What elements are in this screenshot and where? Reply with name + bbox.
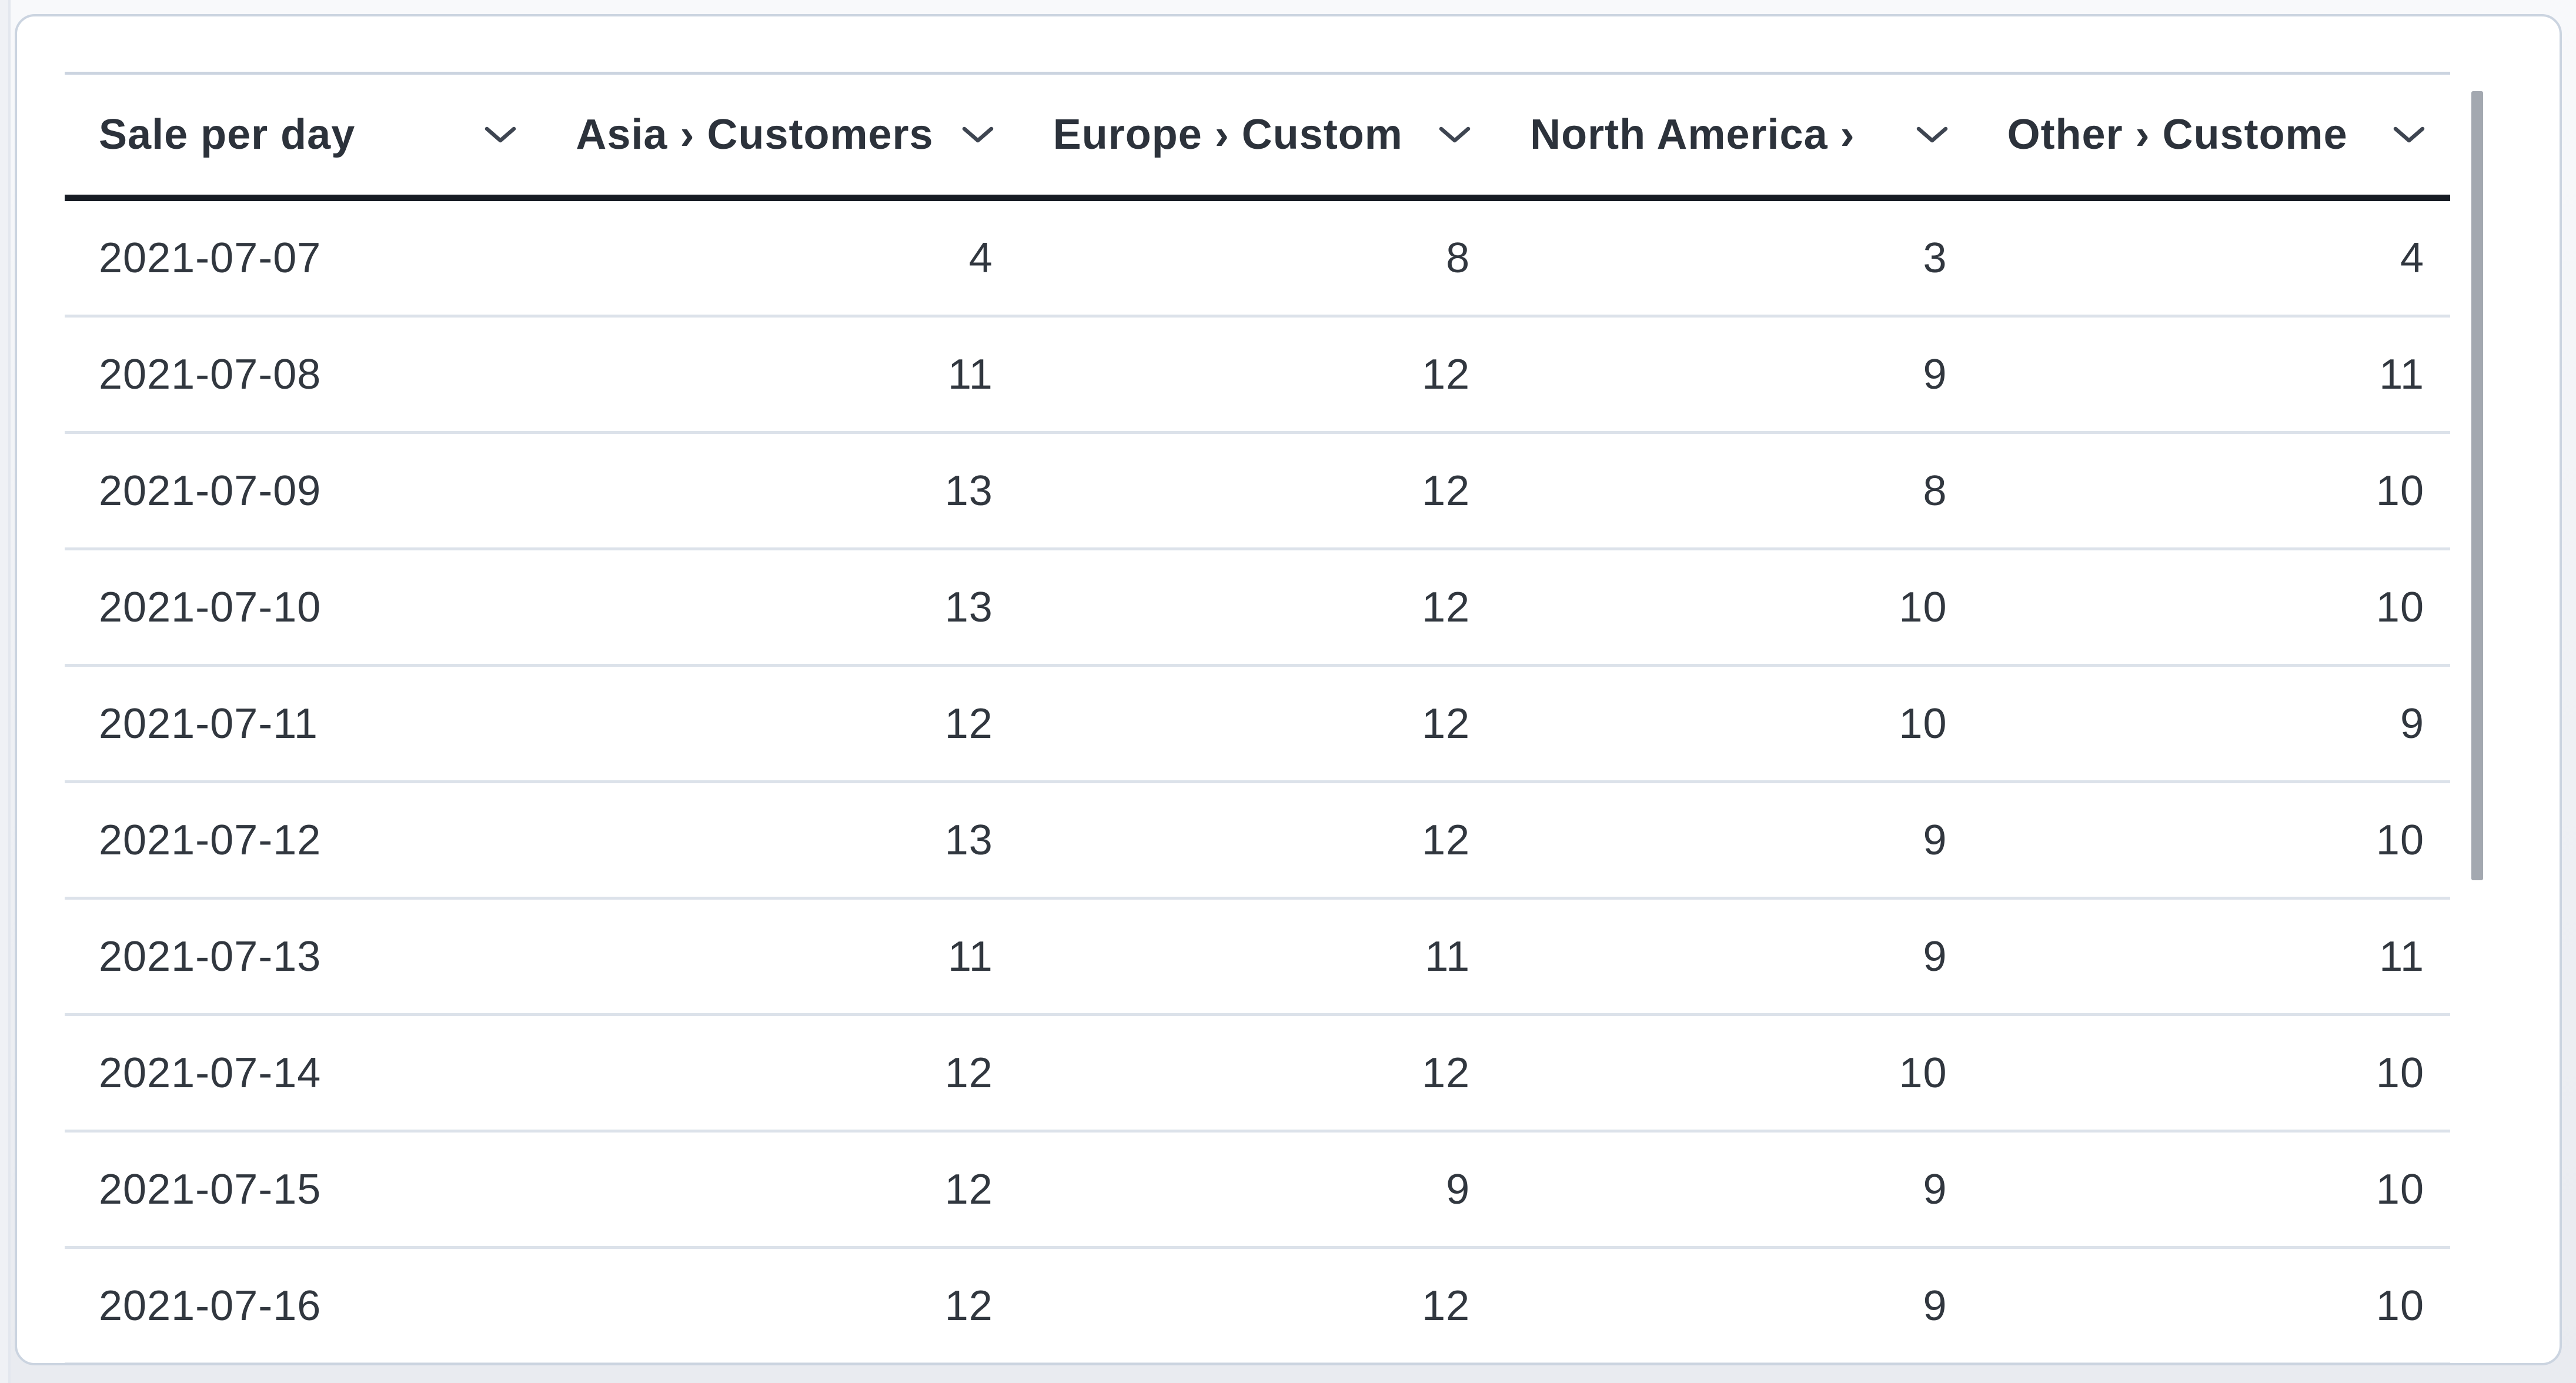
table-row: 2021-07-07 4 8 3 4 [65, 201, 2450, 318]
cell-value[interactable]: 10 [1973, 1249, 2450, 1363]
cell-value[interactable]: 12 [1018, 667, 1496, 783]
table-scroll-area[interactable]: Sale per day Asia › Customers [65, 72, 2450, 1363]
table-body: 2021-07-07 4 8 3 4 2021-07-08 11 12 9 11 2021-07-0… [65, 201, 2450, 1363]
cell-date[interactable]: 2021-07-16 [65, 1249, 542, 1363]
cell-value[interactable]: 12 [542, 1016, 1019, 1133]
cell-value[interactable]: 12 [542, 1249, 1019, 1363]
cell-date[interactable]: 2021-07-11 [65, 667, 542, 783]
vertical-scrollbar-thumb[interactable] [2471, 91, 2483, 880]
cell-value[interactable]: 10 [1973, 550, 2450, 667]
column-header-label: Asia › Customers [576, 111, 934, 158]
cell-value[interactable]: 3 [1496, 201, 1973, 318]
cell-value[interactable]: 12 [1018, 1249, 1496, 1363]
chevron-down-icon[interactable] [484, 125, 517, 145]
cell-value[interactable]: 11 [542, 900, 1019, 1016]
cell-value[interactable]: 9 [1496, 318, 1973, 434]
cell-value[interactable]: 13 [542, 550, 1019, 667]
cell-value[interactable]: 10 [1496, 1016, 1973, 1133]
cell-value[interactable]: 13 [542, 783, 1019, 900]
column-header-label: Europe › Custom [1053, 111, 1403, 158]
cell-date[interactable]: 2021-07-15 [65, 1133, 542, 1249]
cell-value[interactable]: 4 [542, 201, 1019, 318]
column-header-label: Other › Custome [2007, 111, 2348, 158]
cell-value[interactable]: 10 [1973, 434, 2450, 550]
table-card: Sale per day Asia › Customers [15, 14, 2562, 1365]
cell-value[interactable]: 11 [1973, 900, 2450, 1016]
table-row: 2021-07-08 11 12 9 11 [65, 318, 2450, 434]
cell-value[interactable]: 8 [1018, 201, 1496, 318]
cell-value[interactable]: 9 [1496, 783, 1973, 900]
cell-value[interactable]: 11 [1973, 318, 2450, 434]
table-row: 2021-07-10 13 12 10 10 [65, 550, 2450, 667]
cell-date[interactable]: 2021-07-07 [65, 201, 542, 318]
cell-date[interactable]: 2021-07-10 [65, 550, 542, 667]
cell-value[interactable]: 11 [542, 318, 1019, 434]
cell-value[interactable]: 11 [1018, 900, 1496, 1016]
cell-value[interactable]: 12 [1018, 434, 1496, 550]
cell-date[interactable]: 2021-07-12 [65, 783, 542, 900]
table-row: 2021-07-13 11 11 9 11 [65, 900, 2450, 1016]
cell-date[interactable]: 2021-07-13 [65, 900, 542, 1016]
column-header-sale-per-day[interactable]: Sale per day [65, 72, 542, 201]
adjacent-panel-edge [0, 0, 11, 1383]
table-row: 2021-07-14 12 12 10 10 [65, 1016, 2450, 1133]
cell-value[interactable]: 12 [1018, 783, 1496, 900]
column-header-other-customers[interactable]: Other › Custome [1973, 72, 2450, 201]
column-header-asia-customers[interactable]: Asia › Customers [542, 72, 1019, 201]
chevron-down-icon[interactable] [1916, 125, 1949, 145]
cell-value[interactable]: 12 [1018, 1016, 1496, 1133]
column-header-label: North America › [1530, 111, 1855, 158]
cell-date[interactable]: 2021-07-09 [65, 434, 542, 550]
cell-value[interactable]: 9 [1496, 1249, 1973, 1363]
column-header-north-america-customers[interactable]: North America › [1496, 72, 1973, 201]
chevron-down-icon[interactable] [1438, 125, 1471, 145]
cell-value[interactable]: 12 [542, 1133, 1019, 1249]
data-table: Sale per day Asia › Customers [65, 72, 2450, 1363]
cell-value[interactable]: 13 [542, 434, 1019, 550]
cell-value[interactable]: 9 [1496, 1133, 1973, 1249]
chevron-down-icon[interactable] [961, 125, 994, 145]
cell-value[interactable]: 12 [542, 667, 1019, 783]
column-header-europe-customers[interactable]: Europe › Custom [1018, 72, 1496, 201]
cell-value[interactable]: 10 [1973, 783, 2450, 900]
chevron-down-icon[interactable] [2393, 125, 2425, 145]
table-row: 2021-07-12 13 12 9 10 [65, 783, 2450, 900]
cell-value[interactable]: 10 [1973, 1133, 2450, 1249]
cell-value[interactable]: 12 [1018, 318, 1496, 434]
cell-value[interactable]: 9 [1496, 900, 1973, 1016]
table-row: 2021-07-15 12 9 9 10 [65, 1133, 2450, 1249]
cell-value[interactable]: 10 [1496, 667, 1973, 783]
cell-value[interactable]: 12 [1018, 550, 1496, 667]
header-row: Sale per day Asia › Customers [65, 72, 2450, 201]
table-row: 2021-07-09 13 12 8 10 [65, 434, 2450, 550]
cell-date[interactable]: 2021-07-14 [65, 1016, 542, 1133]
column-header-label: Sale per day [99, 111, 356, 158]
cell-date[interactable]: 2021-07-08 [65, 318, 542, 434]
cell-value[interactable]: 10 [1496, 550, 1973, 667]
table-row: 2021-07-16 12 12 9 10 [65, 1249, 2450, 1363]
cell-value[interactable]: 4 [1973, 201, 2450, 318]
cell-value[interactable]: 8 [1496, 434, 1973, 550]
cell-value[interactable]: 9 [1973, 667, 2450, 783]
table-row: 2021-07-11 12 12 10 9 [65, 667, 2450, 783]
cell-value[interactable]: 9 [1018, 1133, 1496, 1249]
cell-value[interactable]: 10 [1973, 1016, 2450, 1133]
